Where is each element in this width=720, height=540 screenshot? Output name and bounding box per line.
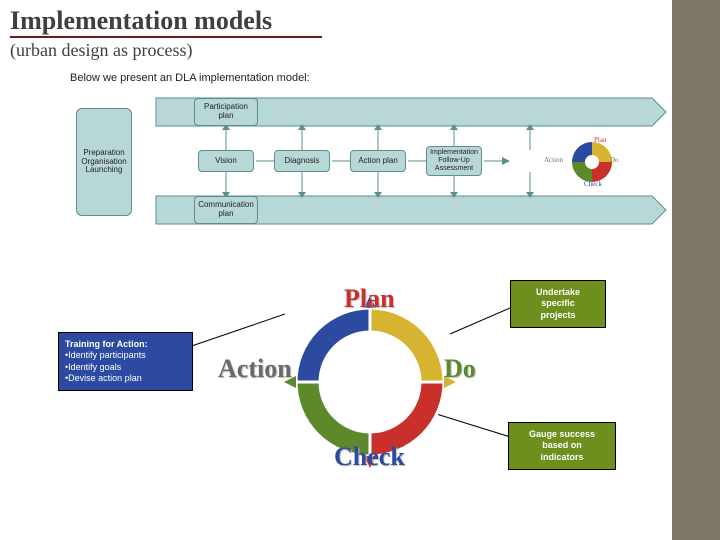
flow-step-diagnosis: Diagnosis — [274, 150, 330, 172]
pdca-mini-plan: Plan — [594, 136, 606, 144]
pdca-label-action: Action — [218, 354, 292, 384]
callout-training-item-2: •Identify goals — [65, 362, 186, 373]
callout-training: Training for Action: •Identify participa… — [58, 332, 193, 391]
pdca-label-do: Do — [444, 354, 476, 384]
callout-training-item-1: •Identify participants — [65, 350, 186, 361]
flowchart: PreparationOrganisationLaunching Partici… — [40, 92, 660, 252]
callout-training-item-2-text: Identify goals — [68, 362, 121, 372]
callout-gauge: Gauge successbased onindicators — [508, 422, 616, 470]
slide-subtitle: (urban design as process) — [10, 40, 708, 61]
pdca-mini: Plan Do Check Action — [570, 140, 614, 184]
flow-start-label: PreparationOrganisationLaunching — [81, 149, 126, 175]
intro-text: Below we present an DLA implementation m… — [70, 72, 660, 84]
flow-start-box: PreparationOrganisationLaunching — [76, 108, 132, 216]
flow-participation-plan: Participationplan — [194, 98, 258, 126]
flow-step-vision: Vision — [198, 150, 254, 172]
callout-undertake: Undertakespecificprojects — [510, 280, 606, 328]
pdca-mini-action: Action — [544, 156, 563, 164]
flow-step-action-plan: Action plan — [350, 150, 406, 172]
slide-title: Implementation models — [10, 6, 322, 38]
pdca-mini-check: Check — [584, 180, 602, 188]
pdca-label-check: Check — [334, 442, 405, 472]
pdca-mini-do: Do — [610, 156, 619, 164]
callout-training-item-1-text: Identify participants — [68, 350, 146, 360]
slide-header: Implementation models (urban design as p… — [0, 0, 720, 63]
callout-training-item-3: •Devise action plan — [65, 373, 186, 384]
lower-area: Training for Action: •Identify participa… — [30, 272, 660, 502]
callout-training-item-3-text: Devise action plan — [68, 373, 142, 383]
pdca-cycle: Plan Do Check Action — [240, 282, 500, 482]
pdca-label-plan: Plan — [344, 284, 395, 314]
side-accent-bar — [672, 0, 720, 540]
slide-content: Below we present an DLA implementation m… — [30, 72, 660, 502]
flow-communication-plan: Communicationplan — [194, 196, 258, 224]
flow-step-implementation: ImplementationFollow-UpAssessment — [426, 146, 482, 176]
callout-training-title: Training for Action: — [65, 339, 186, 350]
